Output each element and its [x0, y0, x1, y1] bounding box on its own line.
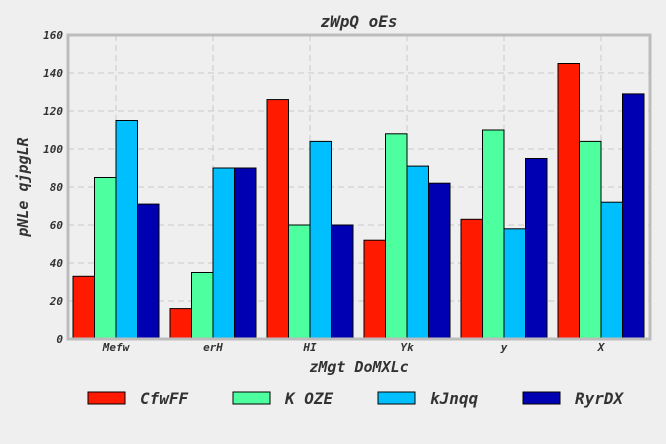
y-tick-label: 0 — [56, 333, 63, 346]
legend-label: kJnqq — [430, 389, 479, 408]
bars — [72, 63, 645, 340]
bar-K-OZE-Mefw — [94, 177, 117, 340]
bar-CfwFF-X — [557, 63, 580, 340]
bar-kJnqq-HI — [309, 140, 332, 340]
legend-swatch — [232, 391, 271, 405]
legend-swatch — [87, 391, 126, 405]
y-tick-label: 20 — [49, 295, 64, 308]
y-tick-label: 120 — [43, 105, 63, 118]
chart-title: zWpQ oEs — [320, 12, 397, 31]
y-axis-label: pNLe qjpgLR — [14, 137, 32, 237]
bar-CfwFF-Mefw — [72, 275, 95, 340]
y-tick-label: 100 — [43, 143, 63, 156]
x-tick-label: Mefw — [102, 341, 131, 354]
bar-RyrDX-X — [622, 93, 645, 340]
y-tick-label: 160 — [43, 29, 63, 42]
bar-K-OZE-erH — [191, 272, 214, 340]
legend-swatch — [522, 391, 561, 405]
bar-RyrDX-erH — [234, 167, 257, 340]
bar-K-OZE-HI — [288, 224, 311, 340]
bar-kJnqq-erH — [212, 167, 235, 340]
bar-RyrDX-Mefw — [137, 203, 160, 340]
legend: CfwFF K OZE kJnqq RyrDX — [87, 389, 625, 408]
bar-kJnqq-X — [600, 201, 623, 340]
legend-label: CfwFF — [140, 389, 189, 408]
bar-CfwFF-y — [460, 218, 483, 340]
bar-CfwFF-Yk — [363, 239, 386, 340]
bar-kJnqq-Yk — [406, 165, 429, 340]
y-tick-label: 40 — [50, 257, 64, 270]
bar-RyrDX-y — [525, 158, 548, 340]
legend-swatch — [377, 391, 416, 405]
bar-kJnqq-y — [503, 228, 526, 340]
y-tick-label: 80 — [50, 181, 64, 194]
bar-kJnqq-Mefw — [115, 120, 138, 340]
x-tick-label: HI — [302, 341, 317, 354]
bar-RyrDX-HI — [331, 224, 354, 340]
x-ticks: Mefw erH HI Yk y X — [102, 341, 606, 354]
y-ticks: 0 20 40 60 80 100 120 140 160 — [43, 29, 63, 346]
x-tick-label: erH — [203, 341, 223, 354]
x-tick-label: X — [597, 341, 606, 354]
y-tick-label: 60 — [50, 219, 64, 232]
x-axis-label: zMgt DoMXLc — [309, 358, 408, 376]
legend-label: K OZE — [284, 389, 334, 408]
bar-CfwFF-HI — [266, 99, 289, 340]
plot-frame — [66, 33, 652, 341]
x-tick-label: Yk — [400, 341, 414, 354]
bar-K-OZE-y — [482, 129, 505, 340]
bar-K-OZE-Yk — [385, 133, 408, 340]
bar-RyrDX-Yk — [428, 182, 451, 340]
bar-CfwFF-erH — [169, 308, 192, 340]
y-tick-label: 140 — [43, 67, 63, 80]
bar-K-OZE-X — [579, 140, 602, 340]
legend-label: RyrDX — [575, 389, 625, 408]
x-tick-label: y — [500, 341, 508, 354]
